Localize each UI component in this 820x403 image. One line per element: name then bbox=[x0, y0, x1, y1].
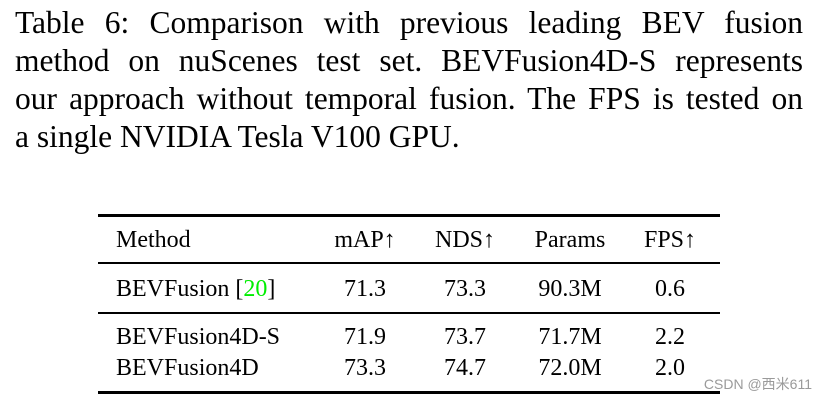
caption-line-2: method on nuScenes test set. BEVFusion4D… bbox=[15, 43, 803, 78]
row-fps: 2.2 bbox=[655, 324, 685, 350]
table-mid-rule bbox=[98, 312, 720, 314]
row-nds: 73.7 bbox=[444, 324, 486, 350]
row-method: BEVFusion4D-S bbox=[116, 324, 281, 350]
row-map: 71.3 bbox=[344, 276, 386, 302]
table-bottom-rule bbox=[98, 391, 720, 394]
row-nds: 73.3 bbox=[444, 276, 486, 302]
header-map: mAP↑ bbox=[334, 227, 396, 253]
citation-link[interactable]: 20 bbox=[243, 276, 268, 302]
row-params: 90.3M bbox=[538, 276, 602, 302]
caption-line-4: a single NVIDIA Tesla V100 GPU. bbox=[15, 119, 460, 154]
row-fps: 2.0 bbox=[655, 355, 685, 381]
row-map: 71.9 bbox=[344, 324, 386, 350]
row-params: 72.0M bbox=[538, 355, 602, 381]
watermark: CSDN @西米611 bbox=[703, 376, 812, 392]
caption-line-3: our approach without temporal fusion. Th… bbox=[15, 81, 803, 116]
table-top-rule bbox=[98, 214, 720, 217]
row-method: BEVFusion4D bbox=[116, 355, 259, 381]
table-caption: Table 6: Comparison with previous leadin… bbox=[15, 4, 803, 156]
header-params: Params bbox=[534, 227, 606, 253]
row-map: 73.3 bbox=[344, 355, 386, 381]
header-fps: FPS↑ bbox=[643, 227, 697, 253]
caption-line-1: Table 6: Comparison with previous leadin… bbox=[15, 5, 803, 40]
row-fps: 0.6 bbox=[655, 276, 685, 302]
row-params: 71.7M bbox=[538, 324, 602, 350]
row-method: BEVFusion [20] bbox=[116, 276, 276, 302]
header-nds: NDS↑ bbox=[434, 227, 495, 253]
row-nds: 74.7 bbox=[444, 355, 486, 381]
header-method: Method bbox=[116, 227, 191, 253]
table-header-rule bbox=[98, 262, 720, 264]
